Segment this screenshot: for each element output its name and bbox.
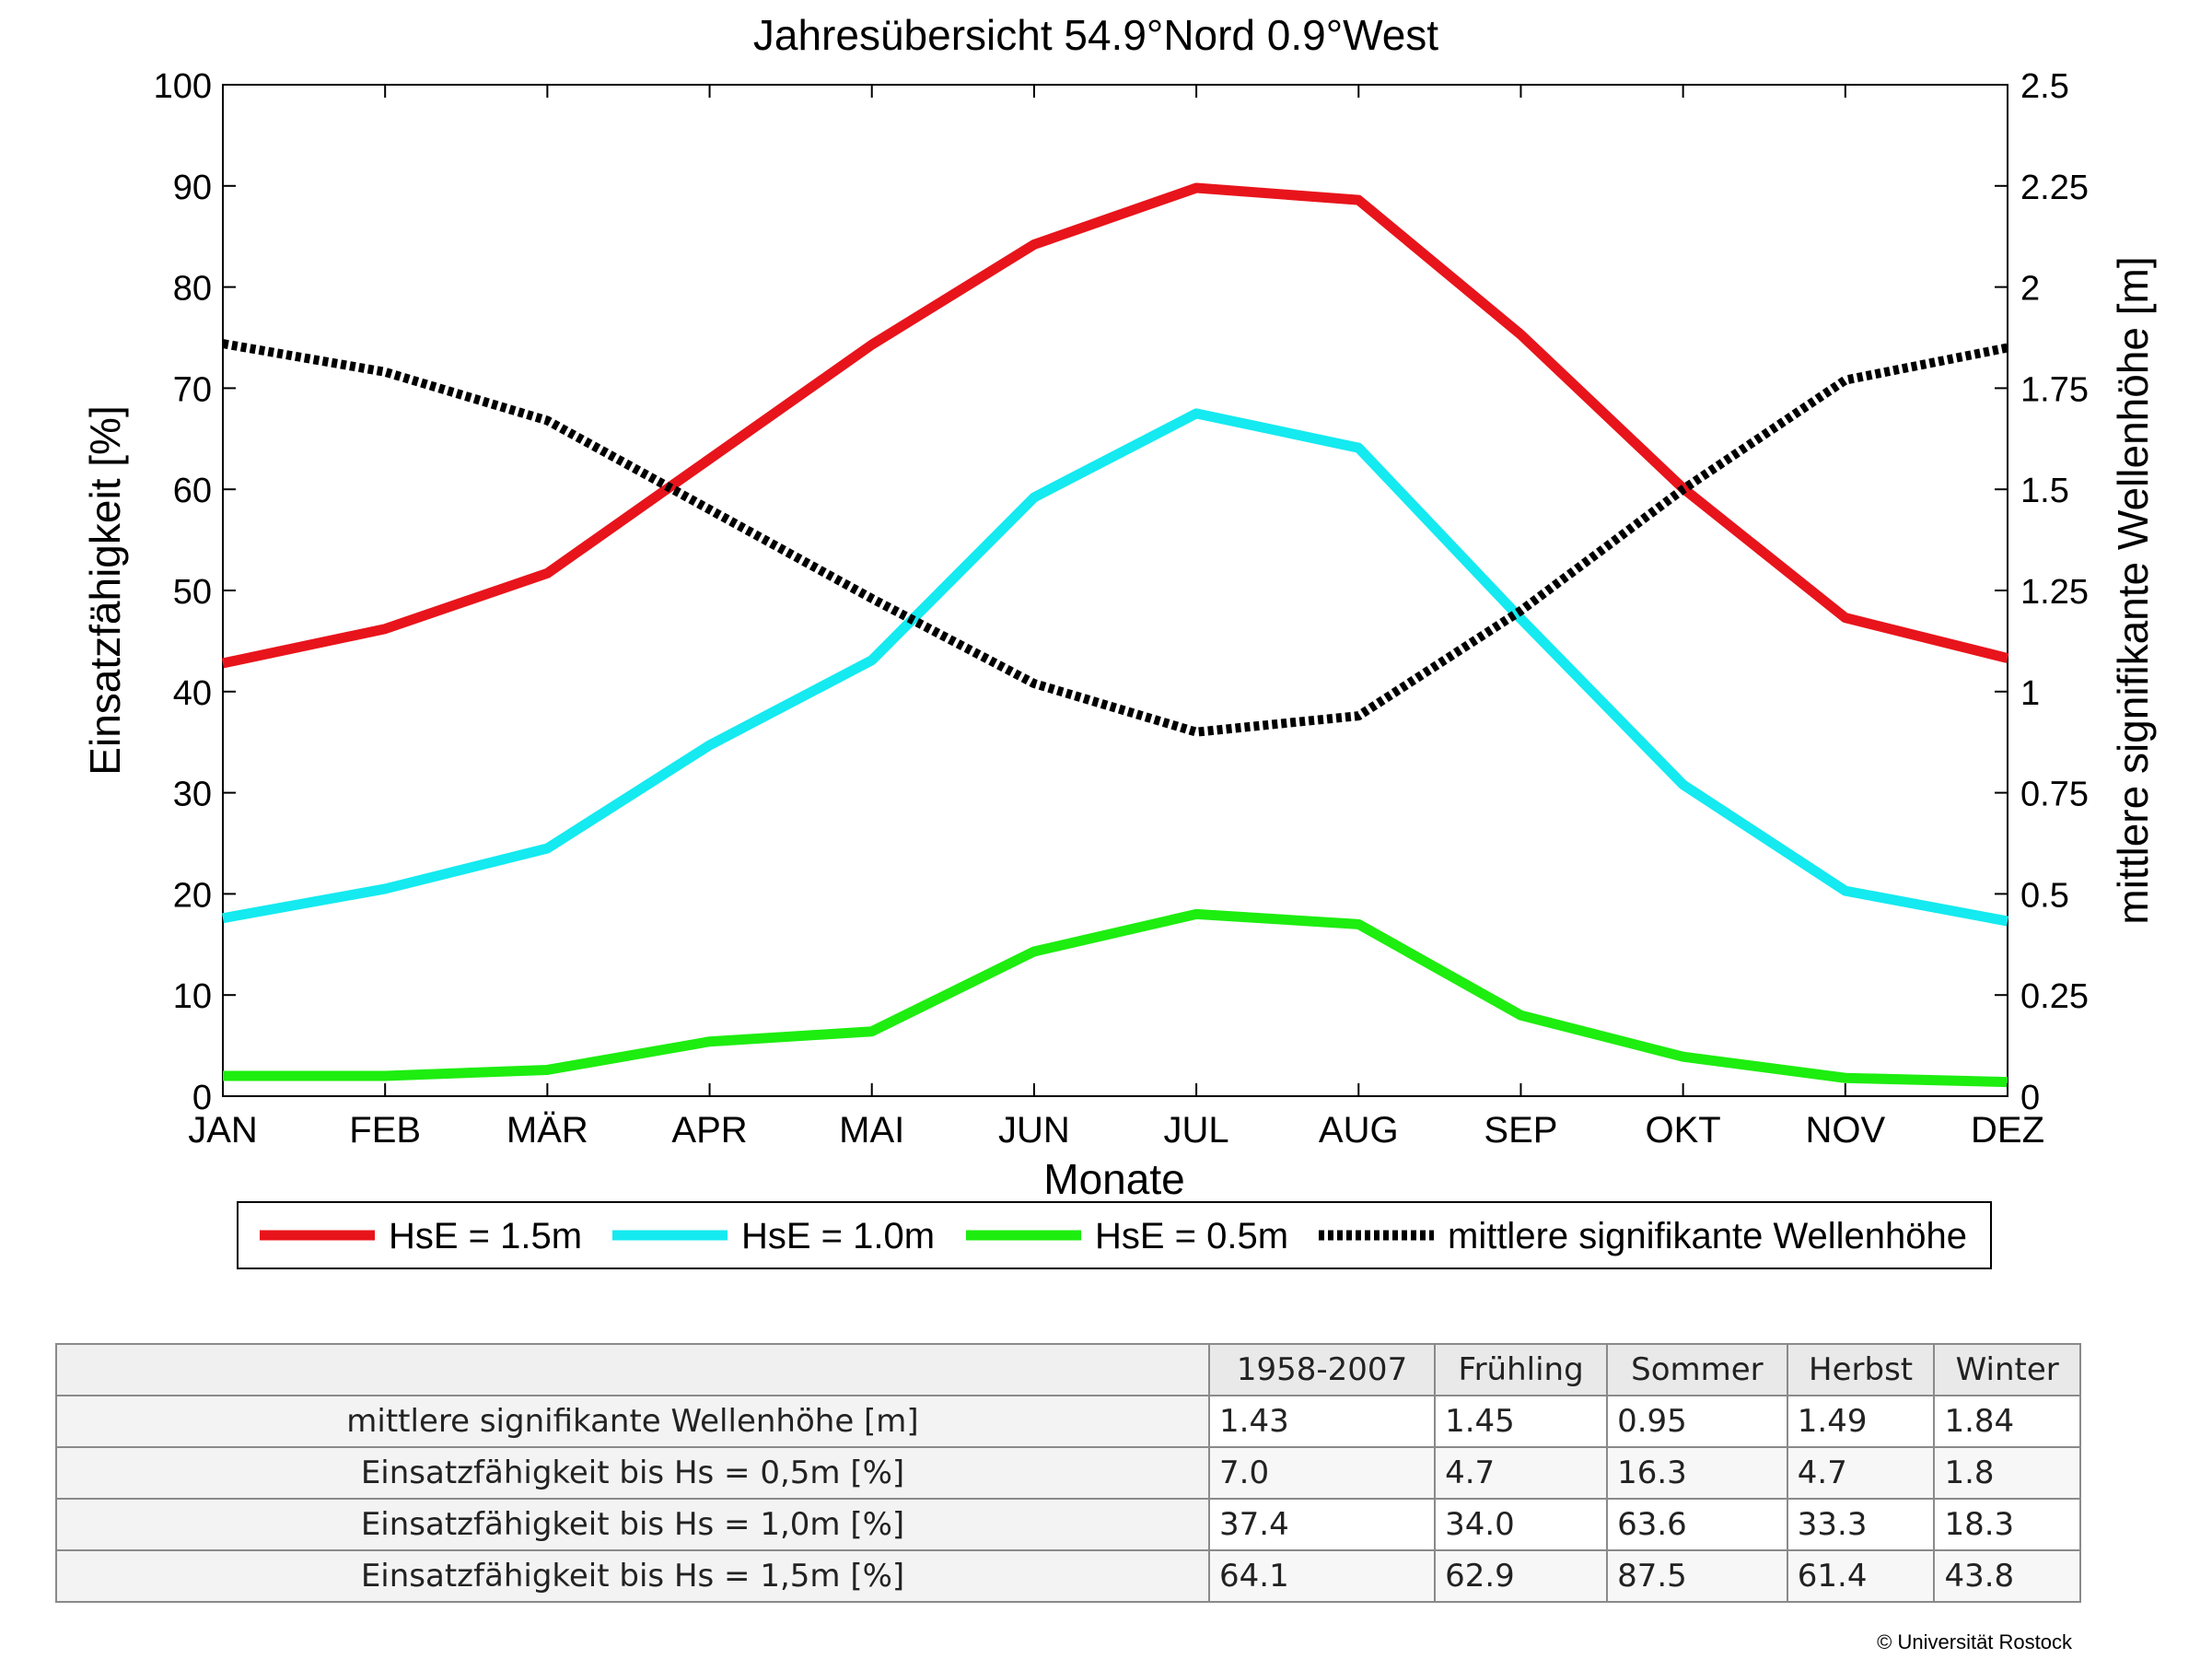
right-tick-label: 2.5: [2020, 67, 2069, 106]
left-tick-label: 80: [173, 270, 212, 309]
table-cell: 61.4: [1786, 1549, 1936, 1603]
table-cell: 87.5: [1606, 1549, 1788, 1603]
left-tick-label: 0: [192, 1079, 212, 1117]
right-tick-label: 1.75: [2020, 370, 2089, 409]
table-cell: 1.45: [1434, 1395, 1609, 1448]
table-cell: 1.43: [1207, 1395, 1437, 1448]
right-tick-label: 1.5: [2020, 472, 2069, 510]
x-tick-label: MAI: [839, 1110, 904, 1151]
left-tick-label: 90: [173, 169, 212, 207]
x-tick-label: APR: [671, 1110, 747, 1151]
table-header-spring: Frühling: [1434, 1343, 1609, 1396]
x-tick-label: NOV: [1805, 1110, 1885, 1151]
series-line-hse-1-0m: [222, 408, 2009, 927]
x-axis-label: Monate: [1043, 1155, 1184, 1203]
stats-table: 1958-2007 Frühling Sommer Herbst Winter …: [55, 1343, 2081, 1603]
right-tick-label: 1.25: [2020, 573, 2089, 612]
left-tick-label: 10: [173, 977, 212, 1016]
x-tick-label: DEZ: [1971, 1110, 2044, 1151]
table-row-label: Einsatzfähigkeit bis Hs = 1,5m [%]: [55, 1549, 1210, 1603]
table-header-corner: [55, 1343, 1210, 1396]
table-header-autumn: Herbst: [1786, 1343, 1936, 1396]
table-cell: 1.8: [1933, 1446, 2081, 1500]
table-cell: 64.1: [1207, 1549, 1437, 1603]
x-tick-label: JAN: [188, 1110, 258, 1151]
left-tick-label: 30: [173, 776, 212, 814]
chart-title: Jahresübersicht 54.9°Nord 0.9°West: [753, 11, 1438, 59]
table-cell: 18.3: [1933, 1498, 2081, 1551]
table-row-label: Einsatzfähigkeit bis Hs = 1,0m [%]: [55, 1498, 1210, 1551]
table-row: Einsatzfähigkeit bis Hs = 1,0m [%] 37.4 34…: [55, 1498, 2081, 1551]
left-tick-label: 70: [173, 370, 212, 409]
table-header-winter: Winter: [1933, 1343, 2081, 1396]
legend-label-mittlere-signifikante-wellenh-he: mittlere signifikante Wellenhöhe: [1448, 1216, 1967, 1256]
table-row-label: mittlere signifikante Wellenhöhe [m]: [55, 1395, 1210, 1448]
left-tick-label: 60: [173, 472, 212, 510]
legend-box: [237, 1201, 1992, 1269]
x-tick-label: MÄR: [506, 1110, 588, 1151]
table-cell: 4.7: [1434, 1446, 1609, 1500]
left-tick-label: 40: [173, 674, 212, 713]
table-header-period: 1958-2007: [1207, 1343, 1437, 1396]
table-cell: 4.7: [1786, 1446, 1936, 1500]
table-header-summer: Sommer: [1606, 1343, 1788, 1396]
x-tick-label: JUL: [1164, 1110, 1229, 1151]
left-tick-label: 100: [154, 67, 212, 106]
legend: HsE = 1.5m HsE = 1.0m HsE = 0.5m mittlere s…: [237, 1201, 1992, 1269]
y2-axis-label: mittlere signifikante Wellenhöhe [m]: [2109, 256, 2157, 924]
chart: Jahresübersicht 54.9°Nord 0.9°West 01020…: [81, 11, 2157, 1269]
right-tick-label: 1: [2020, 674, 2040, 713]
left-axis: 0 10 20 30 40 50 60 70 80 90 100: [154, 67, 2008, 1117]
legend-label-hse-1-0m: HsE = 1.0m: [741, 1216, 935, 1256]
table-cell: 33.3: [1786, 1498, 1936, 1551]
table-cell: 1.49: [1786, 1395, 1936, 1448]
x-axis: JAN FEB MÄR APR MAI JUN JUL AUG SEP OKT NOV DEZ: [188, 85, 2044, 1151]
table-row: Einsatzfähigkeit bis Hs = 0,5m [%] 7.0 4.7…: [55, 1446, 2081, 1500]
table-cell: 1.84: [1933, 1395, 2081, 1448]
x-tick-label: JUN: [998, 1110, 1070, 1151]
right-tick-label: 2.25: [2020, 169, 2089, 207]
x-tick-label: SEP: [1484, 1110, 1557, 1151]
right-tick-label: 2: [2020, 270, 2040, 309]
right-tick-label: 0.25: [2020, 977, 2089, 1016]
right-tick-label: 0: [2020, 1079, 2040, 1117]
copyright: © Universität Rostock: [1877, 1630, 2072, 1653]
right-tick-label: 0.5: [2020, 876, 2069, 915]
table-row-label: Einsatzfähigkeit bis Hs = 0,5m [%]: [55, 1446, 1210, 1500]
table-row: Einsatzfähigkeit bis Hs = 1,5m [%] 64.1 62…: [55, 1549, 2081, 1603]
table-row: mittlere signifikante Wellenhöhe [m] 1.43…: [55, 1395, 2081, 1448]
table-cell: 16.3: [1606, 1446, 1788, 1500]
x-tick-label: OKT: [1646, 1110, 1721, 1151]
series-line-mittlere-signifikante-wellenh-he: [222, 339, 2008, 737]
y-axis-label: Einsatzfähigkeit [%]: [81, 405, 129, 775]
x-tick-label: FEB: [349, 1110, 421, 1151]
legend-label-hse-1-5m: HsE = 1.5m: [389, 1216, 582, 1256]
right-axis: 0 0.25 0.5 0.75 1 1.25 1.5 1.75 2 2.25 2.5: [2020, 67, 2089, 1117]
table-cell: 7.0: [1207, 1446, 1437, 1500]
table-cell: 37.4: [1207, 1498, 1437, 1551]
table-cell: 0.95: [1606, 1395, 1788, 1448]
x-tick-label: AUG: [1319, 1110, 1399, 1151]
series-lines: [221, 182, 2009, 1088]
table-cell: 43.8: [1933, 1549, 2081, 1603]
table-cell: 34.0: [1434, 1498, 1609, 1551]
legend-label-hse-0-5m: HsE = 0.5m: [1095, 1216, 1288, 1256]
left-tick-label: 50: [173, 573, 212, 612]
left-tick-label: 20: [173, 876, 212, 915]
series-line-hse-0-5m: [223, 908, 2008, 1088]
table-cell: 63.6: [1606, 1498, 1788, 1551]
series-line-hse-1-5m: [221, 182, 2009, 669]
table-header-row: 1958-2007 Frühling Sommer Herbst Winter: [55, 1343, 2081, 1396]
right-tick-label: 0.75: [2020, 776, 2089, 814]
table-cell: 62.9: [1434, 1549, 1609, 1603]
